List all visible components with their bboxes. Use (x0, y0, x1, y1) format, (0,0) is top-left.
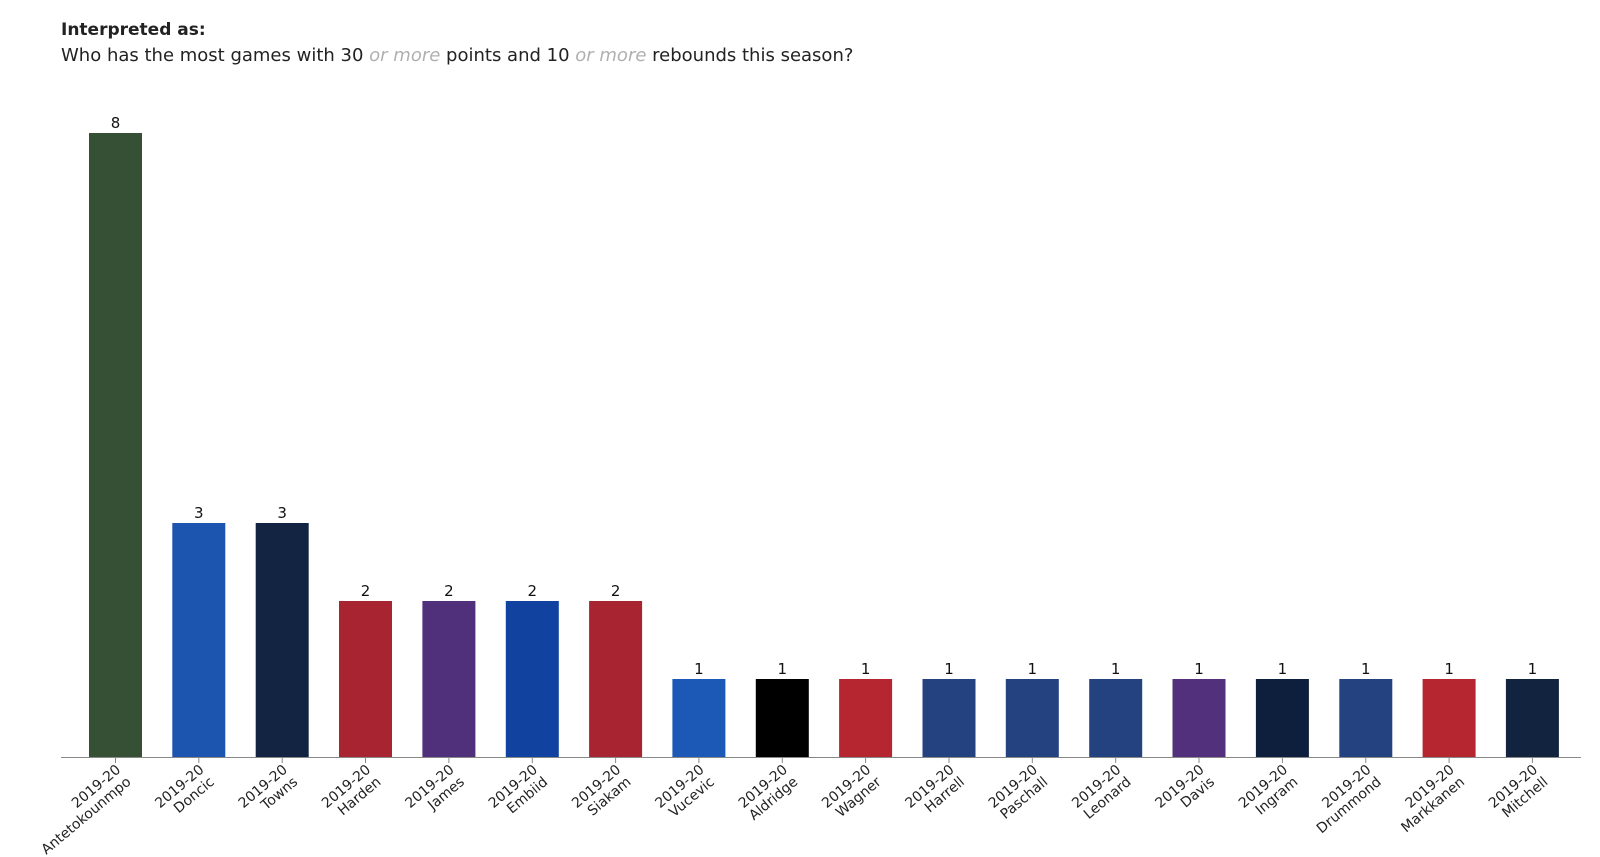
x-tick-label-13: 2019-20Davis (1152, 762, 1217, 824)
bar-value-label-7: 1 (694, 660, 704, 678)
bar-6 (589, 601, 643, 757)
bar-value-label-13: 1 (1194, 660, 1204, 678)
x-tick-label-16: 2019-20Markkanen (1388, 762, 1468, 836)
bar-13 (1172, 679, 1226, 757)
bar-value-label-10: 1 (944, 660, 954, 678)
bar-16 (1422, 679, 1476, 757)
x-tick-label-1: 2019-20Doncic (152, 762, 217, 824)
bar-value-label-1: 3 (194, 504, 204, 522)
question-part-2: points and 10 (440, 45, 576, 66)
x-tick-label-11: 2019-20Paschall (986, 762, 1051, 824)
x-tick-label-8: 2019-20Aldridge (736, 762, 801, 824)
x-tick-label-7: 2019-20Vucevic (652, 762, 717, 824)
question-part-3: rebounds this season? (646, 45, 854, 66)
question-text: Who has the most games with 30 or more p… (61, 42, 853, 70)
bar-4 (422, 601, 476, 757)
x-tick-label-3: 2019-20Harden (319, 762, 384, 824)
bar-value-label-5: 2 (528, 582, 538, 600)
x-tick-label-15: 2019-20Drummond (1304, 762, 1385, 837)
bar-value-label-8: 1 (778, 660, 788, 678)
bar-value-label-9: 1 (861, 660, 871, 678)
bar-17 (1505, 679, 1559, 757)
bar-value-label-0: 8 (111, 114, 121, 132)
chart-header: Interpreted as: Who has the most games w… (61, 18, 853, 70)
bar-11 (1005, 679, 1059, 757)
question-modifier-2: or more (575, 45, 647, 66)
bar-value-labels: 8 3 3 2 2 2 2 1 1 1 1 1 1 1 1 1 1 1 (111, 114, 1537, 678)
x-tick-label-17: 2019-20Mitchell (1486, 762, 1551, 824)
bar-3 (339, 601, 392, 757)
x-tick-label-12: 2019-20Leonard (1069, 762, 1134, 824)
bars-group (89, 133, 1559, 757)
bar-0 (89, 133, 142, 757)
bar-value-label-2: 3 (277, 504, 287, 522)
bar-value-label-11: 1 (1028, 660, 1038, 678)
bar-value-label-4: 2 (444, 582, 454, 600)
x-axis-ticks (115, 757, 1533, 763)
bar-12 (1089, 679, 1143, 757)
bar-value-label-16: 1 (1444, 660, 1454, 678)
bar-8 (755, 679, 809, 757)
bar-value-label-17: 1 (1528, 660, 1538, 678)
x-tick-label-14: 2019-20Ingram (1236, 762, 1301, 824)
bar-value-label-14: 1 (1278, 660, 1288, 678)
bar-value-label-6: 2 (611, 582, 621, 600)
x-tick-label-9: 2019-20Wagner (819, 762, 885, 824)
bar-9 (839, 679, 893, 757)
bar-value-label-3: 2 (361, 582, 371, 600)
bar-5 (505, 601, 559, 757)
x-tick-label-0: 2019-20Antetokounmpo (28, 762, 134, 857)
bar-15 (1339, 679, 1393, 757)
bar-7 (672, 679, 726, 757)
x-tick-label-4: 2019-20James (402, 762, 467, 824)
bar-10 (922, 679, 976, 757)
bar-value-label-15: 1 (1361, 660, 1371, 678)
bar-2 (255, 523, 309, 757)
interpreted-label: Interpreted as: (61, 20, 206, 40)
x-tick-label-6: 2019-20Siakam (569, 762, 634, 824)
bar-14 (1255, 679, 1309, 757)
x-tick-label-2: 2019-20Towns (236, 762, 301, 824)
question-part-1: Who has the most games with 30 (61, 45, 370, 66)
x-axis-tick-labels: 2019-20Antetokounmpo 2019-20Doncic 2019-20… (28, 762, 1552, 857)
x-tick-label-5: 2019-20Embiid (486, 762, 551, 824)
question-modifier-1: or more (369, 45, 441, 66)
bar-1 (172, 523, 226, 757)
bar-value-label-12: 1 (1111, 660, 1121, 678)
x-tick-label-10: 2019-20Harrell (902, 762, 967, 824)
